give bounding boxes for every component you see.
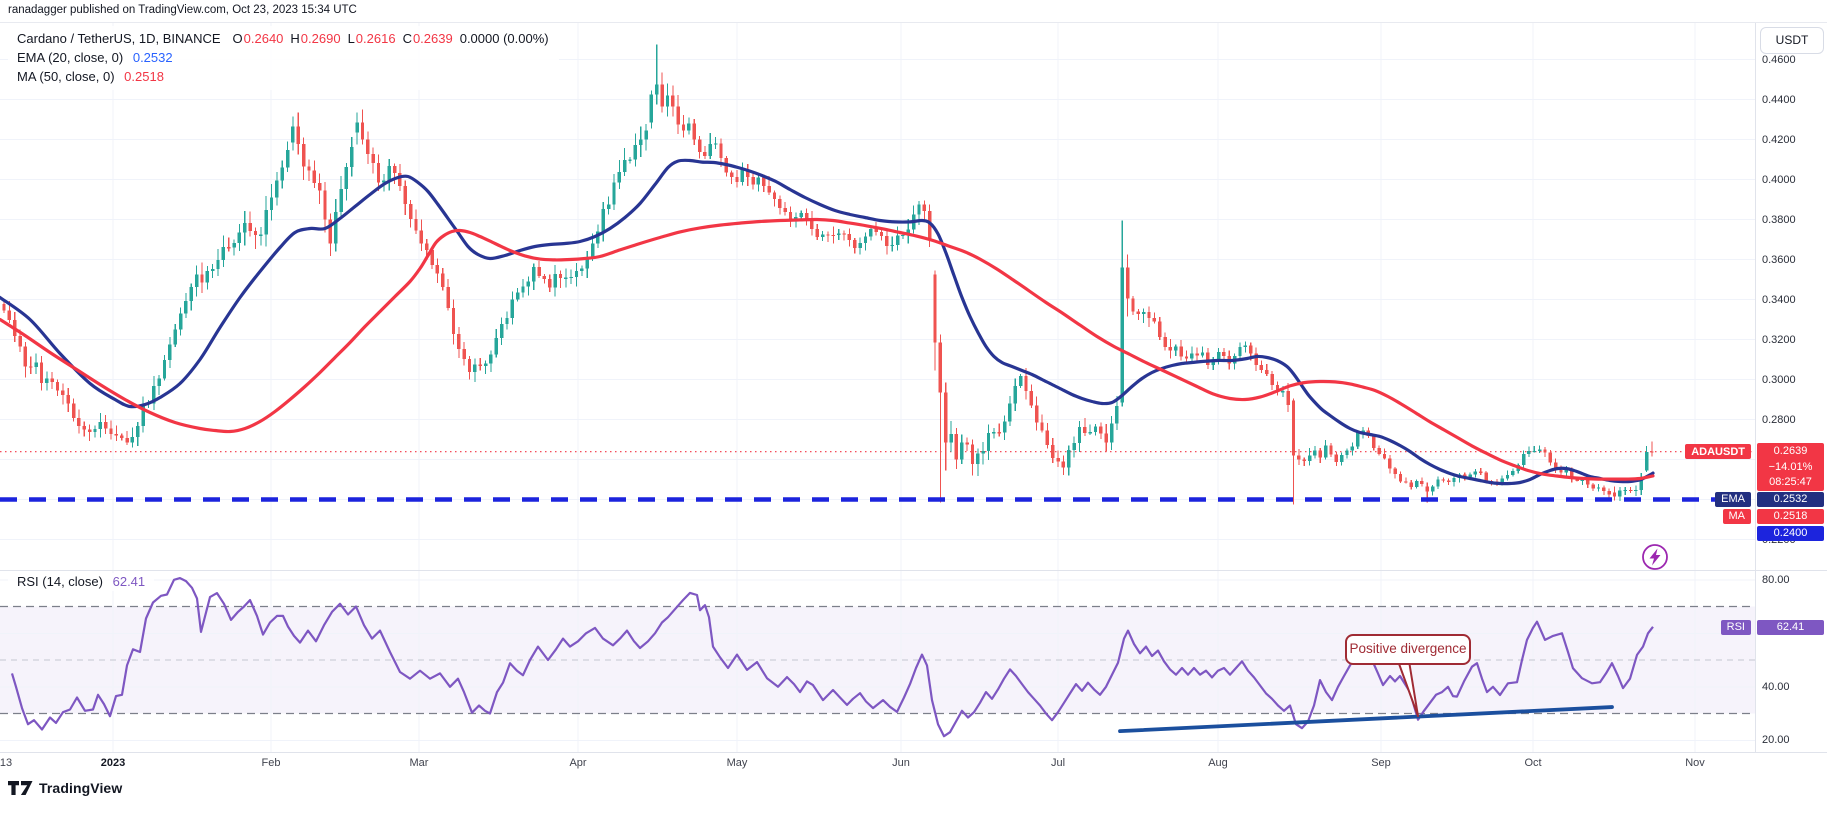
ema-value: 0.2532	[132, 50, 173, 65]
symbol-tag-badge: ADAUSDT	[1685, 444, 1751, 459]
last-price-value: 0.2639	[1773, 445, 1808, 457]
credit-text: ranadagger published on TradingView.com,…	[8, 4, 357, 16]
price-tick-label: 0.3200	[1762, 333, 1796, 346]
price-tick-label: 0.4000	[1762, 173, 1796, 186]
ma-row: MA (50, close, 0) 0.2518	[17, 67, 549, 86]
rsi-tag-badge: RSI	[1720, 619, 1751, 635]
main-legend: Cardano / TetherUS, 1D, BINANCE O0.2640 H0…	[8, 26, 559, 90]
ema-row: EMA (20, close, 0) 0.2532	[17, 48, 549, 67]
ma-value-badge: 0.2518	[1757, 508, 1824, 524]
close-value: 0.2639	[412, 31, 453, 46]
tradingview-logo-text: TradingView	[39, 780, 123, 796]
high-label: H	[290, 31, 300, 46]
daily-change-value: −14.01%	[1768, 460, 1813, 473]
support-price-badge: 0.2400	[1757, 525, 1824, 541]
tradingview-logo-icon	[8, 780, 33, 795]
ma-value: 0.2518	[124, 69, 164, 84]
low-value: 0.2616	[355, 31, 396, 46]
price-tick-label: 0.4600	[1762, 53, 1796, 66]
time-tick-feb: Feb	[261, 757, 281, 769]
last-price-badge: 0.2639 −14.01% 08:25:47	[1757, 443, 1824, 491]
symbol-row: Cardano / TetherUS, 1D, BINANCE O0.2640 H0…	[17, 29, 549, 48]
time-tick-13: 13	[0, 757, 13, 769]
rsi-tick-label: 80.00	[1762, 573, 1790, 586]
price-tick-label: 0.3000	[1762, 373, 1796, 386]
credit-bar: ranadagger published on TradingView.com,…	[0, 0, 1827, 23]
open-label: O	[232, 31, 243, 46]
symbol-title[interactable]: Cardano / TetherUS, 1D, BINANCE	[17, 31, 221, 46]
price-tick-label: 0.2800	[1762, 413, 1796, 426]
low-label: L	[347, 31, 355, 46]
time-tick-may: May	[726, 757, 748, 769]
time-tick-apr: Apr	[569, 757, 587, 769]
rsi-tick-label: 20.00	[1762, 734, 1790, 747]
time-tick-jul: Jul	[1050, 757, 1066, 769]
time-tick-aug: Aug	[1208, 757, 1228, 769]
time-tick-nov: Nov	[1685, 757, 1705, 769]
high-value: 0.2690	[300, 31, 341, 46]
rsi-label[interactable]: RSI (14, close)	[17, 574, 103, 589]
time-tick-jun: Jun	[892, 757, 910, 769]
price-tick-label: 0.4400	[1762, 93, 1796, 106]
rsi-value: 62.41	[112, 574, 146, 589]
ema-value-badge: 0.2532	[1757, 491, 1824, 507]
close-label: C	[402, 31, 412, 46]
time-tick-oct: Oct	[1524, 757, 1542, 769]
ema-label[interactable]: EMA (20, close, 0)	[17, 50, 124, 65]
price-tick-label: 0.3800	[1762, 213, 1796, 226]
currency-unit-button[interactable]: USDT	[1760, 27, 1824, 54]
price-tick-label: 0.3400	[1762, 293, 1796, 306]
rsi-tick-label: 40.00	[1762, 680, 1790, 693]
ema-tag-badge: EMA	[1715, 491, 1751, 507]
tradingview-logo[interactable]: TradingView	[8, 780, 122, 796]
ma-label[interactable]: MA (50, close, 0)	[17, 69, 115, 84]
rsi-value-badge: 62.41	[1757, 619, 1824, 635]
price-tick-label: 0.3600	[1762, 253, 1796, 266]
change-value: 0.0000 (0.00%)	[459, 31, 549, 46]
rsi-legend: RSI (14, close) 62.41	[8, 573, 155, 591]
price-tick-label: 0.4200	[1762, 133, 1796, 146]
positive-divergence-callout[interactable]: Positive divergence	[1345, 634, 1471, 665]
bar-countdown: 08:25:47	[1769, 476, 1812, 489]
ma-tag-badge: MA	[1722, 508, 1751, 524]
time-tick-mar: Mar	[409, 757, 429, 769]
time-tick-sep: Sep	[1371, 757, 1391, 769]
time-tick-2023: 2023	[100, 757, 126, 769]
open-value: 0.2640	[243, 31, 284, 46]
